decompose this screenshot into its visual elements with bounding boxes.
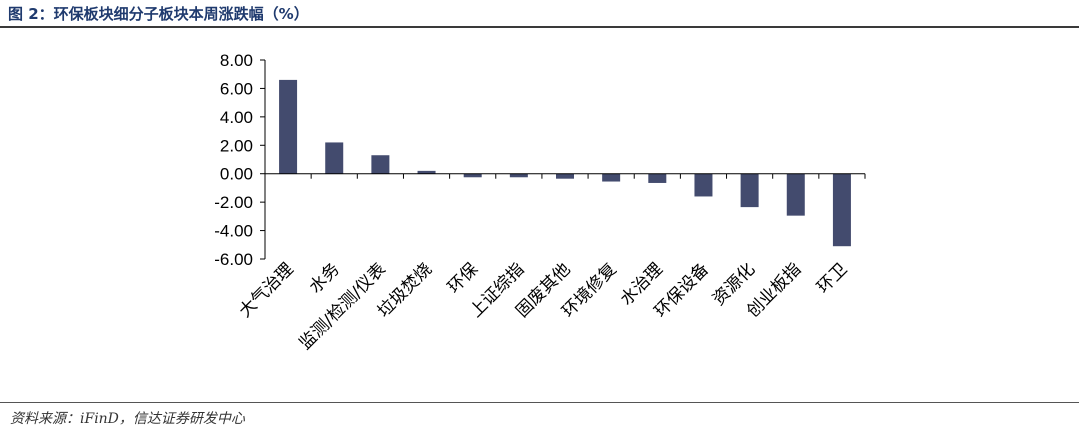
bar bbox=[279, 79, 298, 174]
x-tick-label: 水务 bbox=[306, 259, 344, 297]
y-tick-label: -6.00 bbox=[214, 250, 253, 269]
top-rule bbox=[0, 26, 1079, 28]
bar bbox=[832, 173, 851, 247]
y-tick-label: 2.00 bbox=[220, 136, 253, 155]
source-note: 资料来源：iFinD，信达证券研发中心 bbox=[10, 411, 245, 427]
x-tick-label: 环保 bbox=[444, 259, 482, 297]
y-tick-label: -4.00 bbox=[214, 222, 253, 241]
y-tick-label: 8.00 bbox=[220, 51, 253, 70]
bar-chart: 8.00 6.00 4.00 2.00 0.00 -2.00 -4.00 -6.00 大气治理… bbox=[214, 51, 866, 354]
bar bbox=[509, 173, 528, 178]
y-tick-label: 6.00 bbox=[220, 79, 253, 98]
bar bbox=[648, 173, 667, 183]
y-tick-label: 4.00 bbox=[220, 108, 253, 127]
bar bbox=[694, 173, 713, 197]
y-axis: 8.00 6.00 4.00 2.00 0.00 -2.00 -4.00 -6.00 bbox=[214, 51, 266, 269]
x-tick-label: 环卫 bbox=[813, 259, 851, 297]
y-tick-label: -2.00 bbox=[214, 193, 253, 212]
bottom-rule bbox=[0, 402, 1079, 403]
bar bbox=[463, 173, 482, 178]
bar bbox=[740, 173, 759, 208]
y-tick-label: 0.00 bbox=[220, 165, 253, 184]
bar bbox=[325, 142, 344, 174]
figure-title: 图 2：环保板块细分子板块本周涨跌幅（%） bbox=[8, 5, 309, 23]
bar bbox=[556, 173, 574, 179]
bar bbox=[602, 173, 621, 182]
bar bbox=[786, 173, 805, 216]
bars bbox=[279, 79, 851, 247]
bar bbox=[371, 155, 390, 174]
bar bbox=[417, 170, 436, 174]
